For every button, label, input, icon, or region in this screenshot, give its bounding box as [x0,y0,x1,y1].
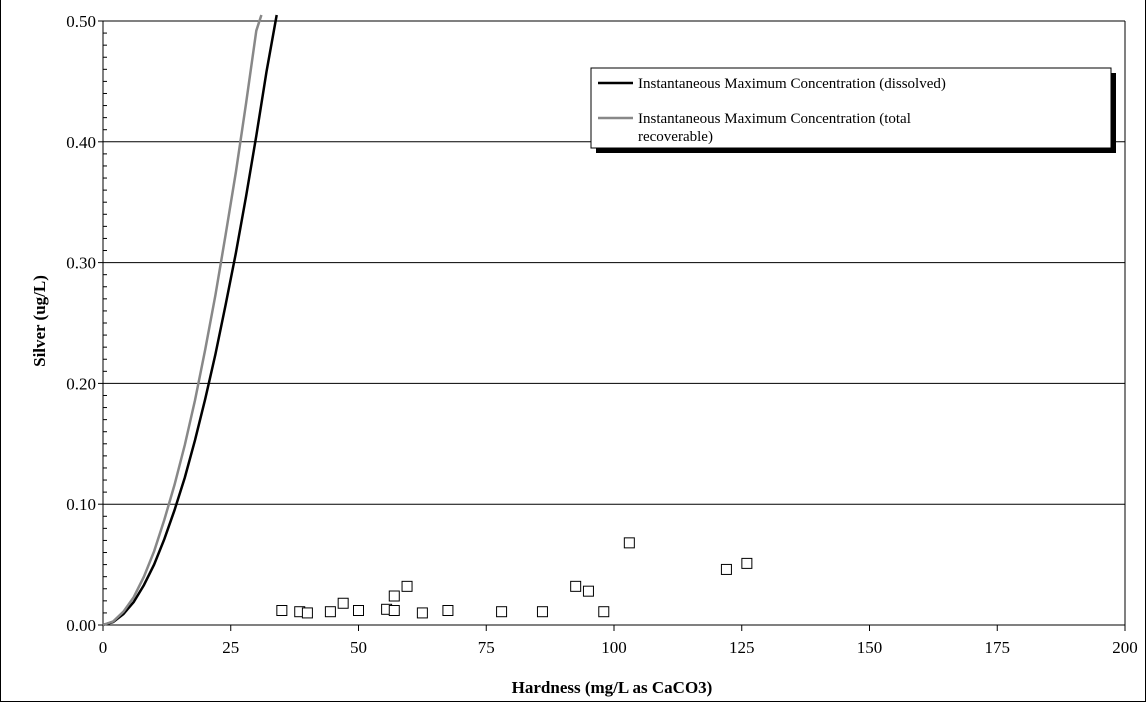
y-tick-label: 0.30 [66,254,96,273]
data-point [324,606,336,618]
x-tick-label: 75 [478,638,495,657]
total-recoverable-curve [102,14,263,627]
x-tick-label: 200 [1112,638,1138,657]
data-point [720,563,732,575]
data-point [276,605,288,617]
x-tick-label: 175 [985,638,1011,657]
legend-label-total-line2: recoverable) [638,129,713,145]
data-point [401,580,413,592]
x-tick-label: 25 [222,638,239,657]
y-tick-label: 0.10 [66,495,96,514]
y-tick-label: 0.20 [66,374,96,393]
data-point [598,606,610,618]
dissolved-curve [102,14,278,627]
x-tick-label: 0 [99,638,108,657]
data-point [337,597,349,609]
data-point [388,590,400,602]
x-tick-labels: 0 25 50 75 100 125 150 175 200 [99,638,1138,657]
x-tick-label: 50 [350,638,367,657]
data-point [353,605,364,617]
data-point [496,606,508,618]
y-tick-labels: 0.00 0.10 0.20 0.30 0.40 0.50 [66,12,96,635]
legend-box [590,67,1112,149]
y-axis-title: Silver (ug/L) [30,275,49,367]
data-point [570,580,582,592]
x-tick-label: 150 [857,638,883,657]
data-points [276,537,753,619]
y-tick-label: 0.00 [66,616,96,635]
data-point [388,605,400,617]
x-axis-title: Hardness (mg/L as CaCO3) [512,678,713,697]
x-tick-label: 125 [729,638,755,657]
data-point [442,605,454,617]
y-tick-label: 0.50 [66,12,96,31]
legend-label-total-line1: Instantaneous Maximum Concentration (tot… [638,111,911,127]
data-point [582,585,594,597]
curve-series [102,14,278,627]
data-point [416,607,428,619]
x-tick-label: 100 [601,638,627,657]
data-point [301,607,313,619]
data-point [741,557,753,569]
data-point [536,606,548,618]
tick-marks [98,20,1126,631]
y-tick-label: 0.40 [66,133,96,152]
legend-label-dissolved: Instantaneous Maximum Concentration (dis… [638,76,946,92]
legend: Instantaneous Maximum Concentration (dis… [590,67,1116,153]
data-point [623,537,635,549]
